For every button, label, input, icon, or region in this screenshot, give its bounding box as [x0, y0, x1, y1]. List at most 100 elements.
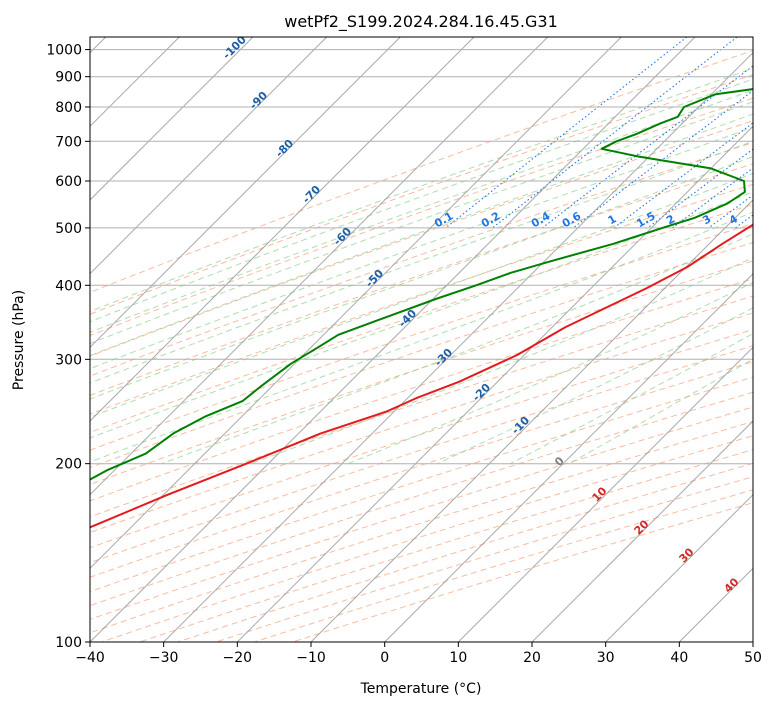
mixing-ratio-line: [445, 37, 688, 229]
x-tick-label: 50: [744, 650, 762, 666]
mixing-ratio-line: [672, 167, 753, 229]
isotherm: [163, 51, 753, 642]
dry-adiabat: [90, 312, 753, 534]
isotherm-label: -80: [273, 137, 296, 160]
mixing-ratio-line: [492, 37, 738, 229]
isotherm: [457, 346, 753, 642]
x-tick-label: −10: [296, 650, 326, 666]
x-axis: −40 −30 −20 −10 0 10 20 30 40 50: [75, 642, 762, 666]
y-tick-label: 100: [55, 635, 82, 651]
isotherm-label: 10: [590, 484, 610, 504]
isotherm: [90, 37, 696, 642]
moist-adiabat: [90, 67, 753, 313]
dewpoint-line: [90, 88, 753, 481]
mixing-ratio-line: [542, 65, 753, 229]
dry-adiabat: [90, 142, 753, 377]
isotherm: [678, 567, 753, 642]
y-tick-label: 1000: [46, 43, 82, 59]
moist-adiabat: [90, 156, 753, 400]
dry-adiabat: [90, 345, 753, 564]
moist-adiabat: [90, 78, 753, 323]
moist-adiabat: [568, 358, 753, 465]
dry-adiabat: [90, 163, 753, 396]
grid-lines: [90, 37, 753, 642]
x-tick-label: 10: [449, 650, 467, 666]
mixing-ratio-label: 0.6: [560, 209, 584, 230]
y-tick-label: 600: [55, 174, 82, 190]
x-tick-label: −30: [149, 650, 179, 666]
chart-title: wetPf2_S199.2024.284.16.45.G31: [284, 12, 558, 32]
x-tick-label: 40: [670, 650, 688, 666]
y-tick-label: 300: [55, 352, 82, 368]
dry-adiabat: [90, 376, 753, 593]
dry-adiabat: [90, 361, 753, 578]
mixing-ratio-label: 1.5: [634, 209, 657, 230]
isotherm-label: 30: [677, 545, 697, 565]
moist-adiabat: [437, 307, 753, 465]
y-axis: 100 200 300 400 500 600 700 800 900 1000: [46, 43, 90, 651]
x-tick-label: 30: [597, 650, 615, 666]
dry-adiabat: [90, 278, 753, 502]
isotherm: [90, 37, 622, 570]
isotherm: [90, 37, 549, 496]
dry-adiabat: [90, 74, 753, 315]
isotherm: [90, 37, 328, 275]
dry-adiabat: [101, 435, 753, 642]
dry-adiabat: [90, 183, 753, 415]
isotherm-label: -70: [300, 183, 323, 206]
moist-adiabat: [90, 140, 753, 384]
isotherm-label: 40: [722, 575, 742, 595]
moist-adiabat: [348, 281, 753, 465]
dry-adiabat: [90, 223, 753, 451]
dry-adiabat: [90, 260, 753, 485]
y-axis-label: Pressure (hPa): [11, 290, 27, 390]
dry-adiabat: [90, 50, 753, 293]
x-tick-label: −40: [75, 650, 105, 666]
isotherm: [531, 420, 753, 642]
isotherm-label: -90: [247, 89, 270, 112]
x-axis-label: Temperature (°C): [360, 681, 482, 697]
isotherm: [90, 37, 401, 349]
dry-adiabat: [90, 97, 753, 337]
dry-adiabat: [90, 391, 753, 607]
isotherm: [90, 37, 475, 422]
dry-adiabat: [90, 329, 753, 549]
dry-adiabat: [90, 295, 753, 518]
x-tick-label: 0: [380, 650, 389, 666]
y-tick-label: 500: [55, 221, 82, 237]
mixing-ratio-label: 0.1: [432, 209, 455, 230]
dry-adiabat: [90, 203, 753, 433]
moist-adiabat: [90, 89, 753, 333]
isotherm: [605, 493, 753, 642]
moist-adiabat: [251, 257, 753, 465]
sounding-series: [90, 88, 753, 529]
y-tick-label: 400: [55, 278, 82, 294]
mixing-ratio-line: [572, 90, 753, 229]
mixing-ratio-label: 1: [606, 212, 619, 227]
dry-adiabat: [292, 502, 753, 642]
x-tick-label: 20: [523, 650, 541, 666]
y-tick-label: 900: [55, 70, 82, 86]
mixing-ratio-label: 0.4: [529, 209, 553, 230]
isotherm-label: -50: [363, 267, 386, 290]
plot-frame: [89, 36, 754, 643]
isotherm: [310, 199, 753, 642]
isotherm: [752, 641, 753, 642]
moist-adiabat: [90, 113, 753, 357]
background-lines: [90, 37, 753, 642]
mixing-ratio-label: 6: [766, 212, 775, 227]
isotherm: [236, 125, 753, 642]
isotherm-label: -20: [470, 381, 493, 404]
moist-adiabat: [90, 101, 753, 345]
isotherm: [90, 37, 254, 201]
background-labels: 0.10.20.40.611.52346810131620253036-100-…: [220, 37, 775, 596]
isotherm-label: -30: [432, 346, 455, 369]
moist-adiabat: [90, 211, 753, 463]
moist-adiabat: [90, 172, 753, 418]
moist-adiabat: [90, 126, 753, 370]
dry-adiabat: [90, 241, 753, 469]
isotherm-label: -10: [509, 414, 532, 437]
isotherm: [384, 272, 753, 642]
y-tick-label: 800: [55, 100, 82, 116]
